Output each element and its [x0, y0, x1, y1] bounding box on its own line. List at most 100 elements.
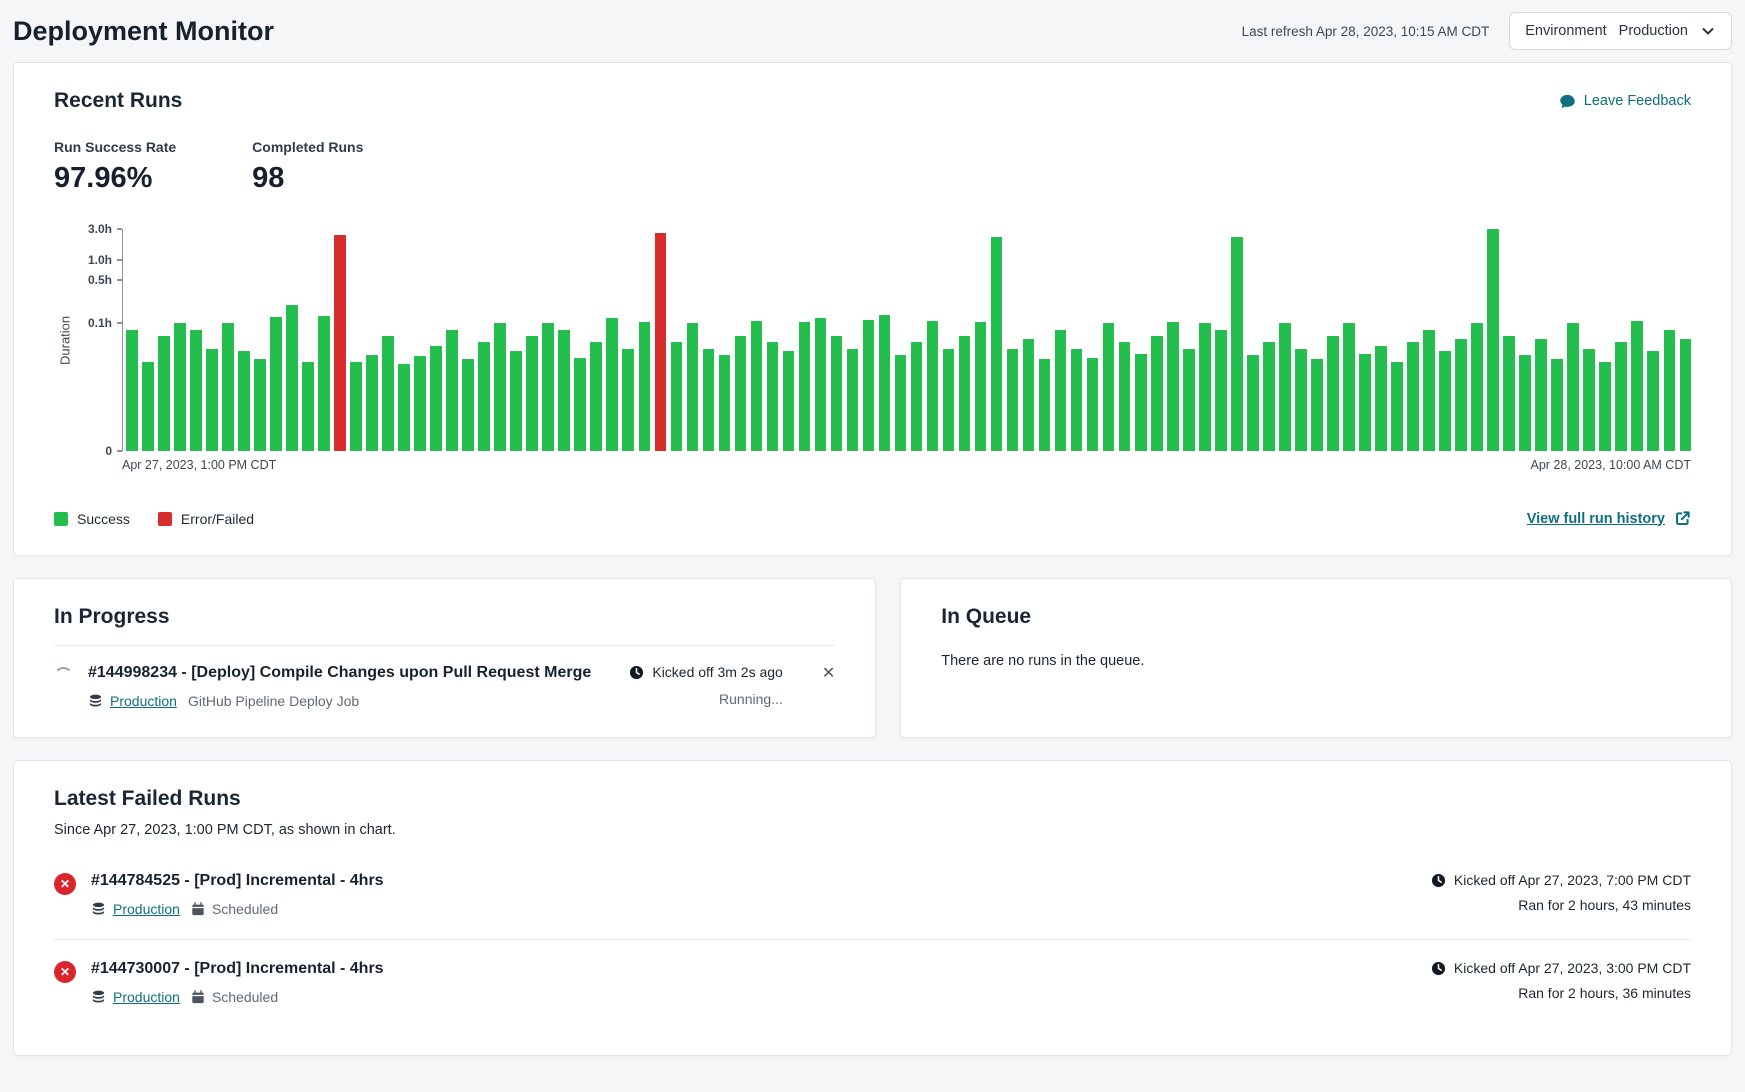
- run-bar-success[interactable]: [991, 237, 1003, 451]
- run-bar-success[interactable]: [382, 336, 394, 451]
- run-bar-success[interactable]: [446, 330, 458, 452]
- run-bar-success[interactable]: [190, 330, 202, 452]
- run-bar-success[interactable]: [366, 355, 378, 451]
- run-bar-success[interactable]: [1295, 349, 1307, 451]
- run-bar-success[interactable]: [286, 305, 298, 451]
- run-bar-success[interactable]: [1664, 330, 1676, 452]
- run-bar-success[interactable]: [959, 336, 971, 451]
- run-bar-success[interactable]: [1007, 349, 1019, 451]
- run-bar-success[interactable]: [1631, 321, 1643, 451]
- run-bar-success[interactable]: [558, 330, 570, 452]
- run-bar-success[interactable]: [1167, 322, 1179, 451]
- close-icon[interactable]: ✕: [822, 664, 835, 683]
- run-bar-failed[interactable]: [655, 233, 667, 451]
- run-bar-success[interactable]: [206, 349, 218, 451]
- run-bar-success[interactable]: [815, 318, 827, 451]
- run-bar-success[interactable]: [687, 323, 699, 451]
- run-bar-success[interactable]: [1455, 339, 1467, 452]
- in-progress-environment-link[interactable]: Production: [110, 693, 177, 709]
- run-bar-success[interactable]: [1199, 323, 1211, 451]
- run-bar-success[interactable]: [703, 349, 715, 451]
- run-bar-success[interactable]: [1151, 336, 1163, 451]
- run-bar-success[interactable]: [1071, 349, 1083, 451]
- run-bar-success[interactable]: [671, 342, 683, 451]
- run-bar-success[interactable]: [1391, 362, 1403, 452]
- run-bar-success[interactable]: [911, 342, 923, 451]
- run-bar-success[interactable]: [863, 320, 875, 451]
- run-bar-success[interactable]: [1215, 330, 1227, 452]
- run-bar-success[interactable]: [398, 364, 410, 451]
- run-bar-success[interactable]: [494, 323, 506, 451]
- run-bar-success[interactable]: [1503, 336, 1515, 451]
- run-bar-success[interactable]: [1311, 359, 1323, 451]
- run-bar-success[interactable]: [1407, 342, 1419, 451]
- run-bar-success[interactable]: [751, 321, 763, 451]
- run-bar-success[interactable]: [1055, 330, 1067, 452]
- run-bar-success[interactable]: [895, 355, 907, 451]
- run-bar-success[interactable]: [542, 323, 554, 451]
- run-bar-success[interactable]: [174, 323, 186, 451]
- run-bar-success[interactable]: [526, 336, 538, 451]
- run-bar-success[interactable]: [1519, 355, 1531, 451]
- run-bar-success[interactable]: [1375, 346, 1387, 451]
- run-bar-success[interactable]: [142, 362, 154, 452]
- run-bar-success[interactable]: [639, 322, 651, 451]
- run-bar-success[interactable]: [1279, 323, 1291, 451]
- run-bar-success[interactable]: [1327, 336, 1339, 451]
- run-bar-success[interactable]: [222, 323, 234, 451]
- run-bar-success[interactable]: [799, 322, 811, 451]
- view-full-run-history-link[interactable]: View full run history: [1527, 510, 1691, 527]
- run-bar-success[interactable]: [927, 321, 939, 451]
- run-bar-success[interactable]: [1119, 342, 1131, 451]
- run-bar-success[interactable]: [622, 349, 634, 451]
- run-bar-success[interactable]: [1567, 323, 1579, 451]
- run-bar-success[interactable]: [1615, 342, 1627, 451]
- run-bar-success[interactable]: [574, 358, 586, 451]
- run-bar-success[interactable]: [126, 330, 138, 452]
- run-bar-success[interactable]: [767, 342, 779, 451]
- run-bar-success[interactable]: [1471, 323, 1483, 451]
- run-bar-success[interactable]: [430, 346, 442, 451]
- run-bar-success[interactable]: [1183, 349, 1195, 451]
- run-bar-success[interactable]: [254, 359, 266, 451]
- run-bar-success[interactable]: [158, 336, 170, 451]
- run-bar-success[interactable]: [1343, 323, 1355, 451]
- run-bar-success[interactable]: [1087, 358, 1099, 451]
- run-bar-success[interactable]: [847, 349, 859, 451]
- run-bar-success[interactable]: [735, 336, 747, 451]
- run-bar-success[interactable]: [462, 359, 474, 451]
- run-bar-success[interactable]: [1023, 339, 1035, 452]
- run-bar-success[interactable]: [238, 351, 250, 451]
- run-bar-success[interactable]: [318, 316, 330, 451]
- run-bar-success[interactable]: [270, 317, 282, 451]
- run-bar-success[interactable]: [1535, 339, 1547, 452]
- run-bar-success[interactable]: [510, 351, 522, 451]
- run-bar-success[interactable]: [414, 356, 426, 451]
- run-bar-success[interactable]: [1599, 362, 1611, 452]
- run-bar-success[interactable]: [1263, 342, 1275, 451]
- run-bar-success[interactable]: [302, 362, 314, 452]
- run-bar-success[interactable]: [350, 362, 362, 452]
- run-bar-success[interactable]: [783, 351, 795, 451]
- run-bar-success[interactable]: [1439, 351, 1451, 451]
- run-bar-success[interactable]: [1551, 359, 1563, 451]
- run-bar-failed[interactable]: [334, 235, 346, 451]
- run-bar-success[interactable]: [1583, 349, 1595, 451]
- run-bar-success[interactable]: [478, 342, 490, 451]
- run-bar-success[interactable]: [1487, 229, 1499, 451]
- environment-dropdown[interactable]: Environment Production: [1509, 12, 1732, 50]
- run-bar-success[interactable]: [879, 315, 891, 452]
- run-bar-success[interactable]: [719, 355, 731, 451]
- run-bar-success[interactable]: [1359, 354, 1371, 451]
- run-bar-success[interactable]: [1647, 351, 1659, 451]
- run-bar-success[interactable]: [1231, 237, 1243, 451]
- run-bar-success[interactable]: [943, 349, 955, 451]
- run-bar-success[interactable]: [831, 336, 843, 451]
- run-bar-success[interactable]: [606, 318, 618, 451]
- failed-run-environment-link[interactable]: Production: [113, 901, 180, 917]
- run-bar-success[interactable]: [1103, 323, 1115, 451]
- leave-feedback-link[interactable]: Leave Feedback: [1559, 93, 1691, 110]
- run-bar-success[interactable]: [1680, 339, 1692, 452]
- run-bar-success[interactable]: [1247, 355, 1259, 451]
- failed-run-environment-link[interactable]: Production: [113, 989, 180, 1005]
